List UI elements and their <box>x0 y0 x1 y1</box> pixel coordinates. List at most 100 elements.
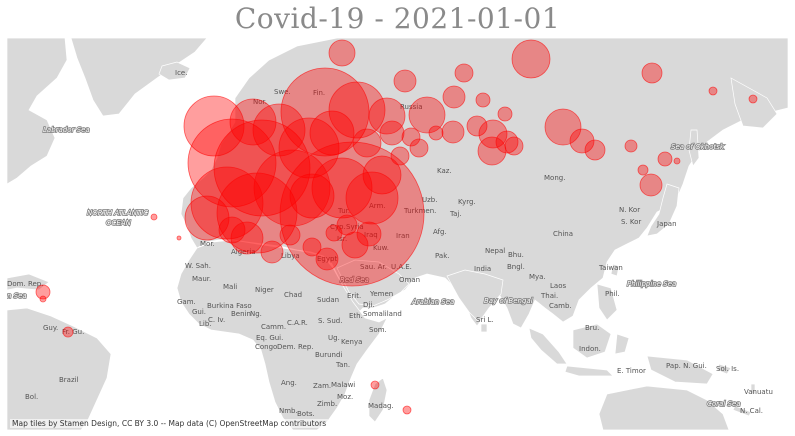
case-bubble[interactable] <box>289 173 335 219</box>
country-label: Taiwan <box>598 264 623 272</box>
case-bubble[interactable] <box>328 39 356 67</box>
case-bubble[interactable] <box>408 96 446 134</box>
case-bubble[interactable] <box>218 216 246 244</box>
case-bubble[interactable] <box>401 127 421 147</box>
case-bubble[interactable] <box>368 97 406 135</box>
sea-label: Philippine Sea <box>627 280 676 288</box>
case-bubble[interactable] <box>302 237 322 257</box>
land-new-guinea <box>646 355 714 385</box>
case-bubble[interactable] <box>402 405 412 415</box>
case-bubble[interactable] <box>390 146 410 166</box>
case-bubble[interactable] <box>309 110 355 156</box>
case-bubble[interactable] <box>370 380 380 390</box>
land-caribbean <box>7 273 50 291</box>
country-label: Bol. <box>25 393 38 401</box>
country-label: Zimb. <box>317 400 337 408</box>
country-label: Chad <box>284 291 302 299</box>
case-bubble[interactable] <box>356 221 382 247</box>
case-bubble[interactable] <box>315 247 339 271</box>
land-north-america <box>7 38 68 185</box>
case-bubble[interactable] <box>748 94 758 104</box>
sea-label: Sea of Okhotsk <box>671 143 725 151</box>
case-bubble[interactable] <box>345 171 399 225</box>
sea-label: n Sea <box>7 292 27 300</box>
country-label: Isr. <box>337 235 347 243</box>
case-bubble[interactable] <box>253 149 331 227</box>
case-bubble[interactable] <box>454 63 474 83</box>
sea-label: Red Sea <box>340 276 369 284</box>
case-bubble[interactable] <box>708 86 718 96</box>
country-label: Tan. <box>335 361 350 369</box>
land-philippines <box>596 283 618 321</box>
case-bubble[interactable] <box>495 130 519 154</box>
case-bubble[interactable] <box>544 108 582 146</box>
case-bubble[interactable] <box>311 157 373 219</box>
land-japan <box>646 183 680 237</box>
case-bubble[interactable] <box>62 326 74 338</box>
case-bubble[interactable] <box>183 95 245 157</box>
country-label: Iraq <box>364 231 378 239</box>
case-bubble[interactable] <box>584 139 606 161</box>
case-bubble[interactable] <box>260 240 284 264</box>
land-taiwan <box>610 263 620 277</box>
case-bubble[interactable] <box>428 125 444 141</box>
country-label: Kenya <box>341 338 362 346</box>
case-bubble[interactable] <box>393 69 417 93</box>
case-bubble[interactable] <box>35 284 51 300</box>
case-bubble[interactable] <box>497 106 513 122</box>
case-bubble[interactable] <box>624 139 638 153</box>
country-label: Gam. <box>177 298 196 306</box>
country-label: Sudan <box>317 296 339 304</box>
case-bubble[interactable] <box>641 62 663 84</box>
case-bubble[interactable] <box>230 221 264 255</box>
case-bubble[interactable] <box>325 224 343 242</box>
case-bubble[interactable] <box>252 103 306 157</box>
case-bubble[interactable] <box>478 119 508 149</box>
country-label: Moz. <box>337 393 353 401</box>
sea-label: Labrador Sea <box>43 126 90 134</box>
country-label: Pap. N. Gui. <box>666 362 707 370</box>
case-bubble[interactable] <box>466 115 488 137</box>
country-label: Arm. <box>369 202 386 210</box>
case-bubble[interactable] <box>216 172 298 254</box>
case-bubble[interactable] <box>637 164 649 176</box>
case-bubble[interactable] <box>176 235 182 241</box>
case-bubble[interactable] <box>673 157 681 165</box>
case-bubble[interactable] <box>362 155 402 195</box>
case-bubble[interactable] <box>511 39 551 79</box>
country-label: Mor. <box>200 240 215 248</box>
case-bubble[interactable] <box>352 128 382 158</box>
country-label: Somaliland <box>363 310 402 318</box>
country-label: C. Iv. <box>208 316 225 324</box>
country-label: Pak. <box>435 252 449 260</box>
country-label: Ang. <box>281 379 297 387</box>
country-label: Maur. <box>192 275 211 283</box>
country-label: Japan <box>656 220 677 228</box>
case-bubble[interactable] <box>336 214 358 236</box>
case-bubble[interactable] <box>213 119 311 217</box>
case-bubble[interactable] <box>504 136 524 156</box>
case-bubble[interactable] <box>39 295 47 303</box>
case-bubble[interactable] <box>409 138 429 158</box>
country-label: Ng. <box>250 310 262 318</box>
land-solomon <box>716 363 732 375</box>
case-bubble[interactable] <box>477 136 507 166</box>
case-bubble[interactable] <box>150 213 158 221</box>
land-australia <box>598 385 730 430</box>
map-viewport[interactable]: Labrador Sea NORTH ATLANTIC OCEAN Sea of Ok… <box>7 38 788 430</box>
land-vanuatu <box>750 383 756 395</box>
case-bubble[interactable] <box>569 128 595 154</box>
case-bubble[interactable] <box>279 224 301 246</box>
case-bubble[interactable] <box>184 195 230 241</box>
case-bubble[interactable] <box>341 231 369 259</box>
case-bubble[interactable] <box>639 173 663 197</box>
case-bubble[interactable] <box>475 92 491 108</box>
country-label: Kaz. <box>437 167 452 175</box>
base-map[interactable]: Labrador Sea NORTH ATLANTIC OCEAN Sea of Ok… <box>7 38 788 430</box>
country-label: Swe. <box>274 88 291 96</box>
case-bubble[interactable] <box>379 120 405 146</box>
case-bubble[interactable] <box>441 120 465 144</box>
case-bubble[interactable] <box>442 85 466 109</box>
case-bubble[interactable] <box>657 151 673 167</box>
country-label: Bru. <box>585 324 599 332</box>
